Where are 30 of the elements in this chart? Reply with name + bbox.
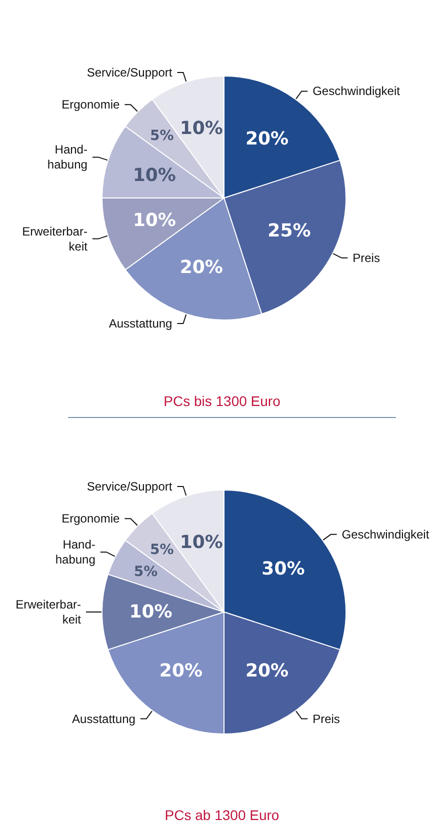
data-label: 30% <box>262 558 305 580</box>
data-label: 5% <box>134 564 158 580</box>
data-label: 5% <box>150 542 174 558</box>
data-label: 20% <box>245 660 289 682</box>
slice-label: Erweiterbar- keit <box>22 224 88 254</box>
slice-label: Geschwindigkeit <box>342 527 430 542</box>
slice-label: Ausstattung <box>108 316 172 331</box>
data-label: 10% <box>180 118 223 139</box>
data-label: 10% <box>129 602 172 622</box>
text: PCs ab 1300 Euro <box>164 807 280 823</box>
data-label: 10% <box>180 532 223 553</box>
slice-label: Service/Support <box>86 65 173 80</box>
slice-label: Hand- habung <box>55 538 96 567</box>
slice-label: Preis <box>312 712 340 726</box>
slice-label: Ergonomie <box>62 98 120 112</box>
data-label: 20% <box>245 128 289 150</box>
text: PCs bis 1300 Euro <box>164 393 281 409</box>
slice-label: Geschwindigkeit <box>312 84 401 98</box>
data-label: 25% <box>268 220 311 242</box>
slice-label: Hand- habung <box>47 142 88 172</box>
data-label: 10% <box>132 210 176 232</box>
slice-label: Ergonomie <box>62 512 120 526</box>
data-label: 10% <box>132 164 176 186</box>
slice-label: Service/Support <box>86 479 173 494</box>
slice-label: Preis <box>352 250 380 265</box>
data-label: 20% <box>159 660 203 682</box>
data-label: 5% <box>150 128 174 144</box>
slice-label: Erweiterbar- keit <box>16 598 82 626</box>
data-label: 20% <box>180 257 223 278</box>
slice-label: Ausstattung <box>72 712 136 726</box>
